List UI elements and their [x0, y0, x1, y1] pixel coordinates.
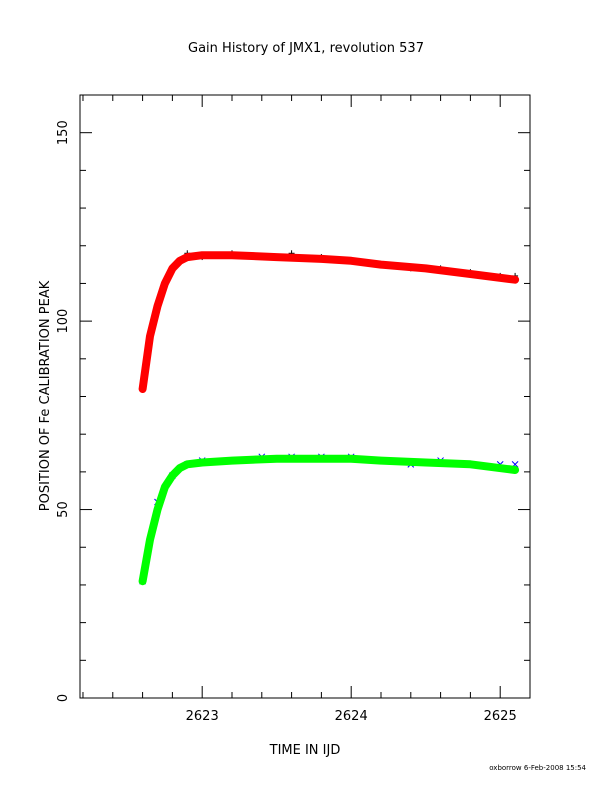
series-3	[138, 454, 520, 586]
y-axis-label: POSITION OF Fe CALIBRATION PEAK	[38, 280, 53, 511]
y-tick-label: 150	[56, 120, 71, 145]
axis-ticks	[80, 94, 531, 699]
series-2	[139, 453, 519, 585]
x-axis-label: TIME IN IJD	[269, 743, 341, 758]
series-layer	[138, 250, 520, 586]
y-tick-label: 0	[56, 694, 71, 702]
y-tick-label: 100	[56, 309, 71, 334]
x-tick-label: 2624	[335, 709, 368, 724]
plot-frame	[79, 94, 531, 699]
y-tick-label: 50	[56, 501, 71, 518]
fit-curve-line	[138, 454, 520, 586]
x-tick-label: 2625	[484, 709, 517, 724]
chart-title: Gain History of JMX1, revolution 537	[188, 41, 424, 56]
x-tick-label: 2623	[186, 709, 219, 724]
axis-tick-labels: 2623 2624 2625 0 50 100 150	[56, 120, 517, 724]
fit-curve-line	[138, 251, 520, 393]
footer-stamp: oxborrow 6-Feb-2008 15:54	[489, 764, 586, 772]
series-1	[138, 251, 520, 393]
